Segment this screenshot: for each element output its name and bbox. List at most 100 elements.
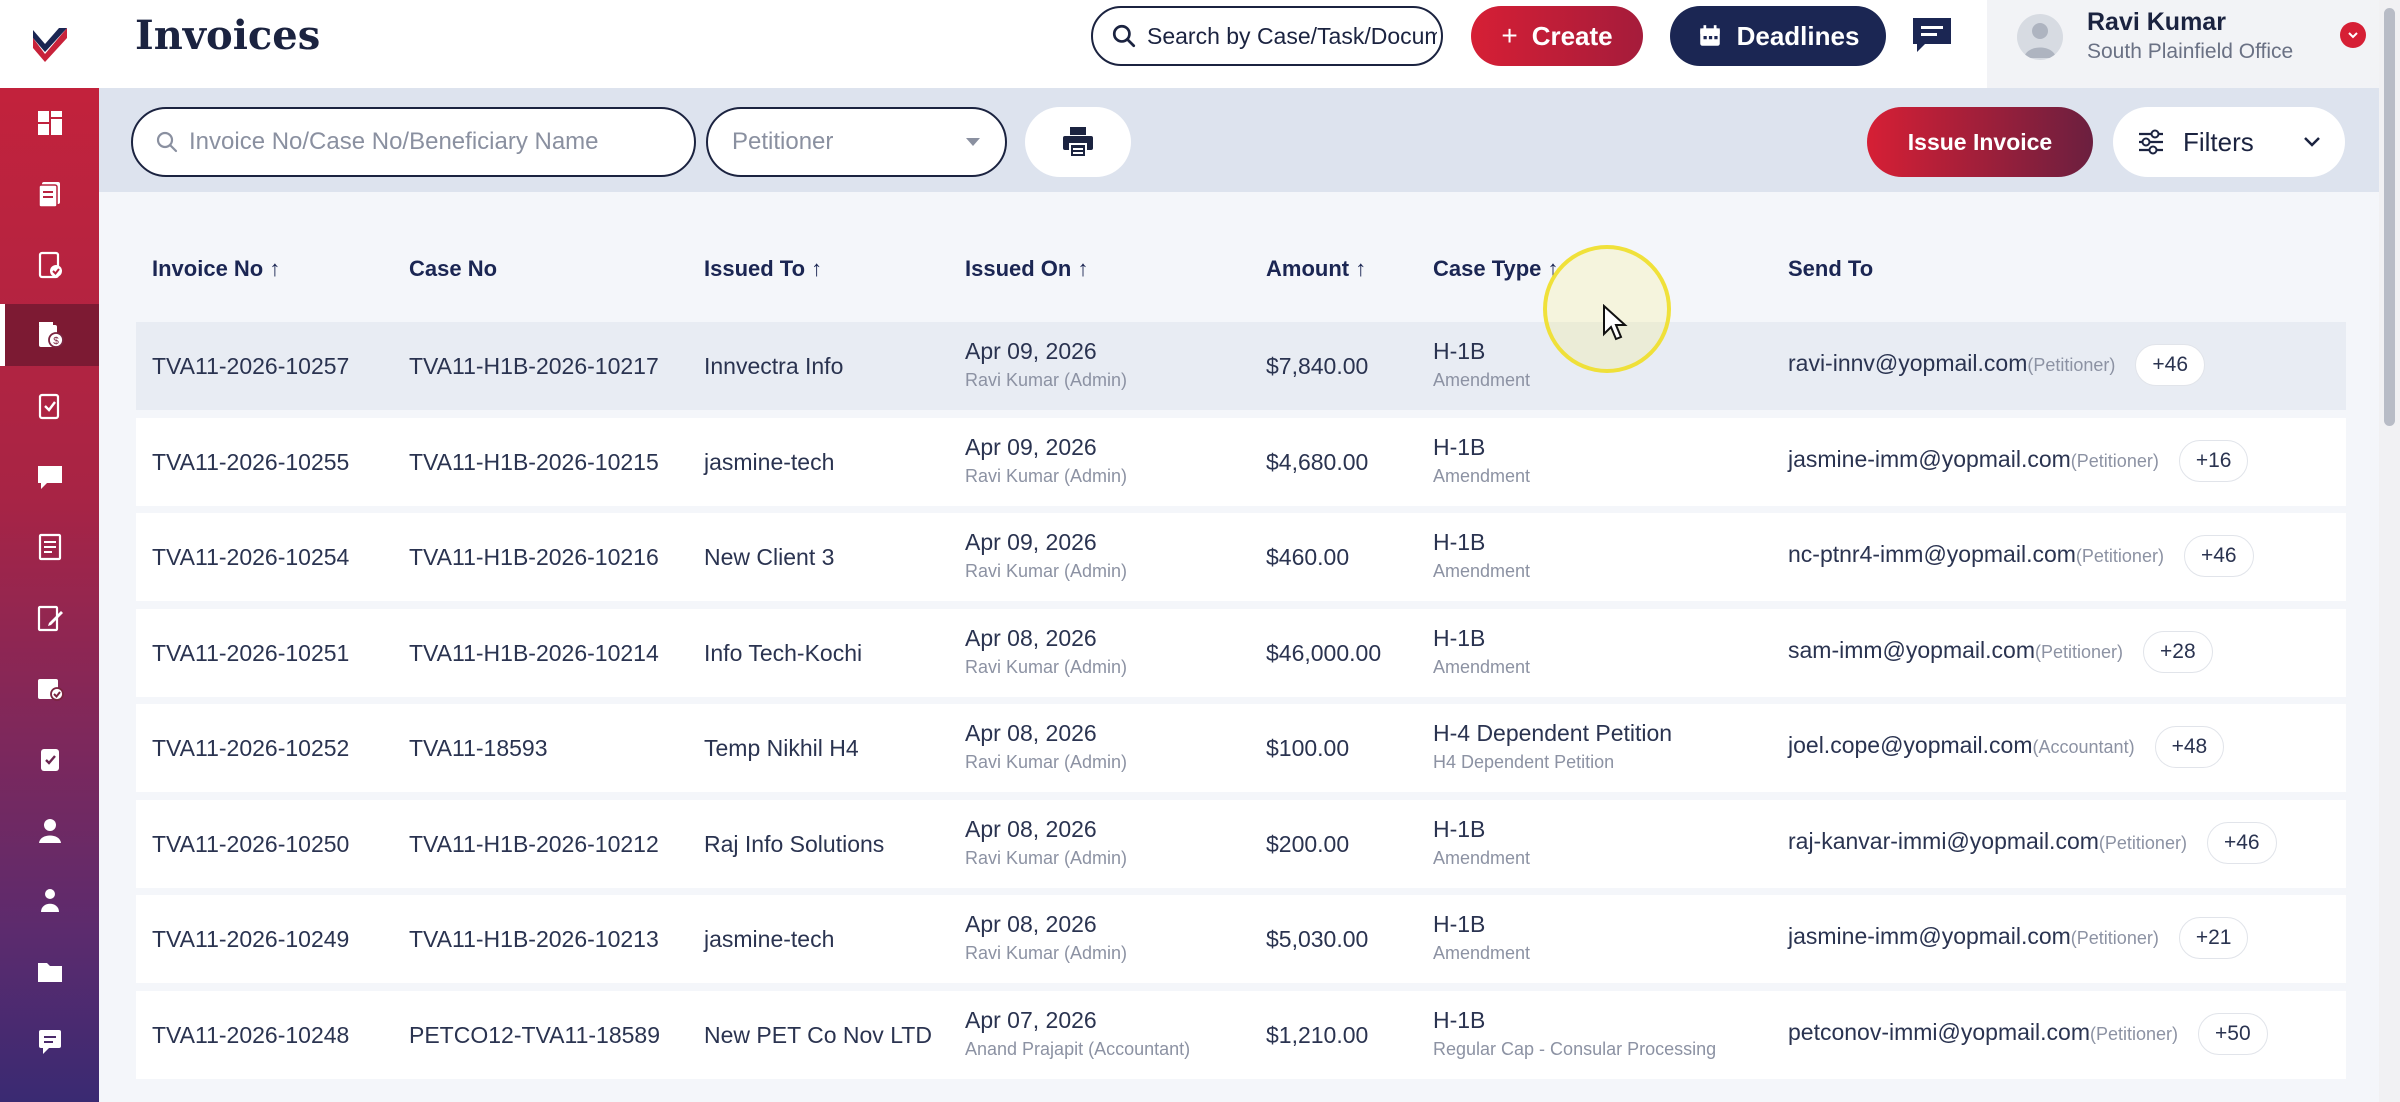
chevron-down-icon[interactable] xyxy=(2340,22,2366,48)
more-recipients-badge[interactable]: +46 xyxy=(2206,822,2277,864)
case-number[interactable]: TVA11-H1B-2026-10213 xyxy=(409,926,659,952)
email-address: raj-kanvar-immi@yopmail.com xyxy=(1788,828,2099,855)
case-check-icon xyxy=(38,251,62,279)
petitioner-select[interactable]: Petitioner xyxy=(706,107,1007,177)
invoice-search-input[interactable] xyxy=(189,128,679,156)
sidebar-item-clipboard-check[interactable] xyxy=(0,375,99,437)
user-menu[interactable]: Ravi Kumar South Plainfield Office xyxy=(1987,0,2400,88)
more-recipients-badge[interactable]: +48 xyxy=(2154,726,2225,768)
sliders-icon xyxy=(2139,129,2163,155)
more-recipients-badge[interactable]: +28 xyxy=(2143,631,2213,673)
global-search-box[interactable] xyxy=(1091,6,1443,66)
chat-button[interactable] xyxy=(1907,12,1957,58)
global-search-input[interactable] xyxy=(1147,22,1437,50)
case-subtype: Amendment xyxy=(1433,561,1531,581)
invoice-number[interactable]: TVA11-2026-10255 xyxy=(152,449,350,475)
table-row[interactable] xyxy=(136,322,2346,410)
column-header[interactable]: Issued On ↑ xyxy=(965,256,1089,281)
column-header[interactable]: Case Type ↑ xyxy=(1433,256,1559,281)
more-recipients-badge[interactable]: +16 xyxy=(2178,440,2249,482)
email-address: ravi-innv@yopmail.com xyxy=(1788,350,2028,377)
invoice-number[interactable]: TVA11-2026-10248 xyxy=(152,1022,350,1048)
calendar-icon xyxy=(1699,25,1720,46)
case-type: H-1B xyxy=(1433,434,1486,460)
sidebar-item-notes[interactable] xyxy=(0,587,99,649)
sidebar-item-documents[interactable] xyxy=(0,163,99,225)
sidebar-item-calendar-check[interactable] xyxy=(0,657,99,719)
column-header[interactable]: Case No xyxy=(409,256,498,281)
documents-icon xyxy=(37,182,60,208)
sidebar-item-team[interactable] xyxy=(0,869,99,931)
issued-to: Info Tech-Kochi xyxy=(704,640,863,666)
sidebar: $ xyxy=(0,0,99,1102)
sidebar-item-case-check[interactable] xyxy=(0,234,99,296)
deadlines-button[interactable]: Deadlines xyxy=(1670,6,1886,66)
column-header[interactable]: Invoice No ↑ xyxy=(152,256,281,281)
sidebar-item-forms[interactable] xyxy=(0,516,99,578)
table-row[interactable] xyxy=(136,609,2346,697)
issue-invoice-button[interactable]: Issue Invoice xyxy=(1867,107,2093,177)
filters-button[interactable]: Filters xyxy=(2113,107,2345,177)
column-header[interactable]: Issued To ↑ xyxy=(704,256,823,281)
case-number[interactable]: TVA11-H1B-2026-10216 xyxy=(409,544,659,570)
case-type: H-1B xyxy=(1433,816,1486,842)
case-number[interactable]: PETCO12-TVA11-18589 xyxy=(409,1022,660,1048)
table-row[interactable] xyxy=(136,991,2346,1079)
sidebar-item-task[interactable] xyxy=(0,728,99,790)
invoice-number[interactable]: TVA11-2026-10254 xyxy=(152,544,350,570)
app-logo[interactable] xyxy=(0,0,99,88)
email-address: jasmine-imm@yopmail.com xyxy=(1788,923,2071,950)
column-header[interactable]: Send To xyxy=(1788,256,1874,281)
column-header[interactable]: Amount ↑ xyxy=(1266,256,1367,281)
recipient-role: (Petitioner) xyxy=(2070,451,2159,472)
case-number[interactable]: TVA11-H1B-2026-10214 xyxy=(409,640,659,666)
table-row[interactable] xyxy=(136,800,2346,888)
invoice-number[interactable]: TVA11-2026-10250 xyxy=(152,831,350,857)
table-row[interactable] xyxy=(136,895,2346,983)
scrollbar-thumb[interactable] xyxy=(2384,8,2395,426)
more-recipients-badge[interactable]: +46 xyxy=(2135,344,2206,386)
dashboard-icon xyxy=(37,111,62,135)
table-row[interactable] xyxy=(136,418,2346,506)
print-button[interactable] xyxy=(1025,107,1131,177)
case-number[interactable]: TVA11-H1B-2026-10217 xyxy=(409,353,659,379)
email-address: petconov-immi@yopmail.com xyxy=(1788,1019,2090,1046)
issued-to: Temp Nikhil H4 xyxy=(704,735,859,761)
case-type: H-4 Dependent Petition xyxy=(1433,720,1673,746)
case-number[interactable]: TVA11-18593 xyxy=(409,735,548,761)
case-type: H-1B xyxy=(1433,529,1486,555)
case-number[interactable]: TVA11-H1B-2026-10215 xyxy=(409,449,659,475)
case-number[interactable]: TVA11-H1B-2026-10212 xyxy=(409,831,659,857)
forms-icon xyxy=(38,533,61,561)
issued-on-date: Apr 08, 2026 xyxy=(965,911,1097,937)
table-row[interactable] xyxy=(136,704,2346,792)
more-recipients-badge[interactable]: +50 xyxy=(2198,1013,2268,1055)
invoice-icon: $ xyxy=(38,322,64,348)
invoice-search-box[interactable] xyxy=(131,107,696,177)
send-to-email: jasmine-imm@yopmail.com(Petitioner) +16 xyxy=(1788,440,2249,482)
invoice-number[interactable]: TVA11-2026-10257 xyxy=(152,353,350,379)
issued-on-date: Apr 08, 2026 xyxy=(965,720,1097,746)
email-address: joel.cope@yopmail.com xyxy=(1788,732,2033,759)
folder-icon xyxy=(37,963,62,982)
recipient-role: (Petitioner) xyxy=(2027,355,2116,376)
issued-to: jasmine-tech xyxy=(704,449,835,475)
more-recipients-badge[interactable]: +21 xyxy=(2178,917,2249,959)
sidebar-item-user[interactable] xyxy=(0,799,99,861)
invoice-number[interactable]: TVA11-2026-10251 xyxy=(152,640,350,666)
sidebar-item-dashboard[interactable] xyxy=(0,92,99,154)
issued-by: Ravi Kumar (Admin) xyxy=(965,370,1128,390)
send-to-email: petconov-immi@yopmail.com(Petitioner) +50 xyxy=(1788,1013,2268,1055)
sidebar-item-comments[interactable] xyxy=(0,1010,99,1072)
chat-icon xyxy=(1913,18,1951,52)
create-button[interactable]: + Create xyxy=(1471,6,1643,66)
more-recipients-badge[interactable]: +46 xyxy=(2183,535,2254,577)
issued-to: Innvectra Info xyxy=(704,353,844,379)
invoice-number[interactable]: TVA11-2026-10249 xyxy=(152,926,350,952)
sidebar-item-invoice[interactable]: $ xyxy=(0,304,99,366)
table-row[interactable] xyxy=(136,513,2346,601)
invoice-number[interactable]: TVA11-2026-10252 xyxy=(152,735,350,761)
sidebar-item-folder[interactable] xyxy=(0,940,99,1002)
sidebar-item-messages[interactable] xyxy=(0,446,99,508)
email-address: jasmine-imm@yopmail.com xyxy=(1788,446,2071,473)
